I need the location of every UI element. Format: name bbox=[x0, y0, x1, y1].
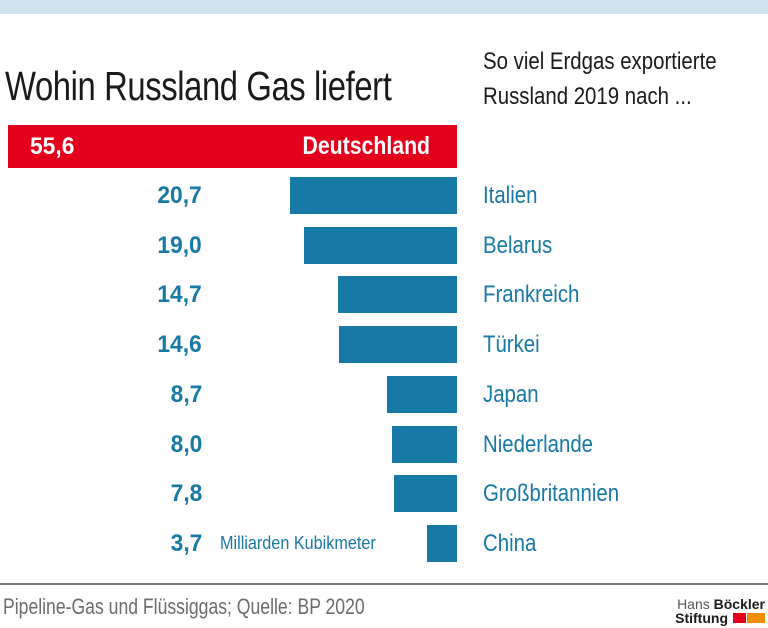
bar-label: Niederlande bbox=[483, 430, 594, 458]
logo-boeckler: Böckler bbox=[713, 596, 765, 612]
bar bbox=[387, 376, 457, 413]
bar-row-niederlande: 8,0 Niederlande bbox=[0, 426, 768, 463]
bar-label: Deutschland bbox=[302, 132, 430, 160]
bar-value: 7,8 bbox=[170, 479, 202, 507]
bar-row-grossbritannien: 7,8 Großbritannien bbox=[0, 475, 768, 512]
bar-value: 55,6 bbox=[30, 132, 75, 160]
bar-value: 19,0 bbox=[157, 231, 202, 259]
bar bbox=[427, 525, 457, 562]
bar bbox=[392, 426, 457, 463]
bar bbox=[304, 227, 457, 264]
bar-value: 3,7 bbox=[170, 529, 202, 557]
bar-row-italien: 20,7 Italien bbox=[0, 177, 768, 214]
bar bbox=[290, 177, 457, 214]
footer-divider bbox=[0, 583, 768, 585]
bar-value: 8,7 bbox=[170, 380, 202, 408]
chart-subtitle: So viel Erdgas exportierte Russland 2019… bbox=[483, 44, 717, 114]
hans-boeckler-stiftung-logo: Hans Böckler Stiftung bbox=[675, 597, 765, 625]
bar-value: 20,7 bbox=[157, 181, 202, 209]
bar-row-china: 3,7 Milliarden Kubikmeter China bbox=[0, 525, 768, 562]
unit-label: Milliarden Kubikmeter bbox=[220, 533, 376, 553]
bar bbox=[338, 276, 457, 313]
bar bbox=[394, 475, 457, 512]
logo-mark-red bbox=[733, 613, 746, 623]
chart-subtitle-line1: So viel Erdgas exportierte bbox=[483, 48, 717, 75]
logo-mark-orange bbox=[747, 613, 765, 623]
bar-label: Großbritannien bbox=[483, 479, 620, 507]
page-title: Wohin Russland Gas liefert bbox=[5, 63, 392, 110]
bar-row-deutschland: 55,6 Deutschland bbox=[0, 125, 768, 168]
bar-row-tuerkei: 14,6 Türkei bbox=[0, 326, 768, 363]
bar-row-japan: 8,7 Japan bbox=[0, 376, 768, 413]
bar-value: 8,0 bbox=[170, 430, 202, 458]
bar-value: 14,6 bbox=[157, 330, 202, 358]
logo-hans: Hans bbox=[677, 596, 714, 612]
bar-row-frankreich: 14,7 Frankreich bbox=[0, 276, 768, 313]
bar bbox=[8, 125, 457, 168]
bar-label: China bbox=[483, 529, 537, 557]
bar-value: 14,7 bbox=[157, 280, 202, 308]
bar bbox=[339, 326, 457, 363]
bar-label: Japan bbox=[483, 380, 539, 408]
logo-line1: Hans Böckler bbox=[675, 597, 765, 611]
bar-label: Belarus bbox=[483, 231, 553, 259]
bar-label: Italien bbox=[483, 181, 538, 209]
bar-row-belarus: 19,0 Belarus bbox=[0, 227, 768, 264]
logo-stiftung: Stiftung bbox=[675, 610, 728, 626]
bar-label: Frankreich bbox=[483, 280, 580, 308]
logo-line2: Stiftung bbox=[675, 611, 765, 625]
source-note: Pipeline-Gas und Flüssiggas; Quelle: BP … bbox=[3, 594, 365, 619]
top-accent-band bbox=[0, 0, 768, 14]
bar-label: Türkei bbox=[483, 330, 540, 358]
chart-subtitle-line2: Russland 2019 nach ... bbox=[483, 83, 692, 110]
